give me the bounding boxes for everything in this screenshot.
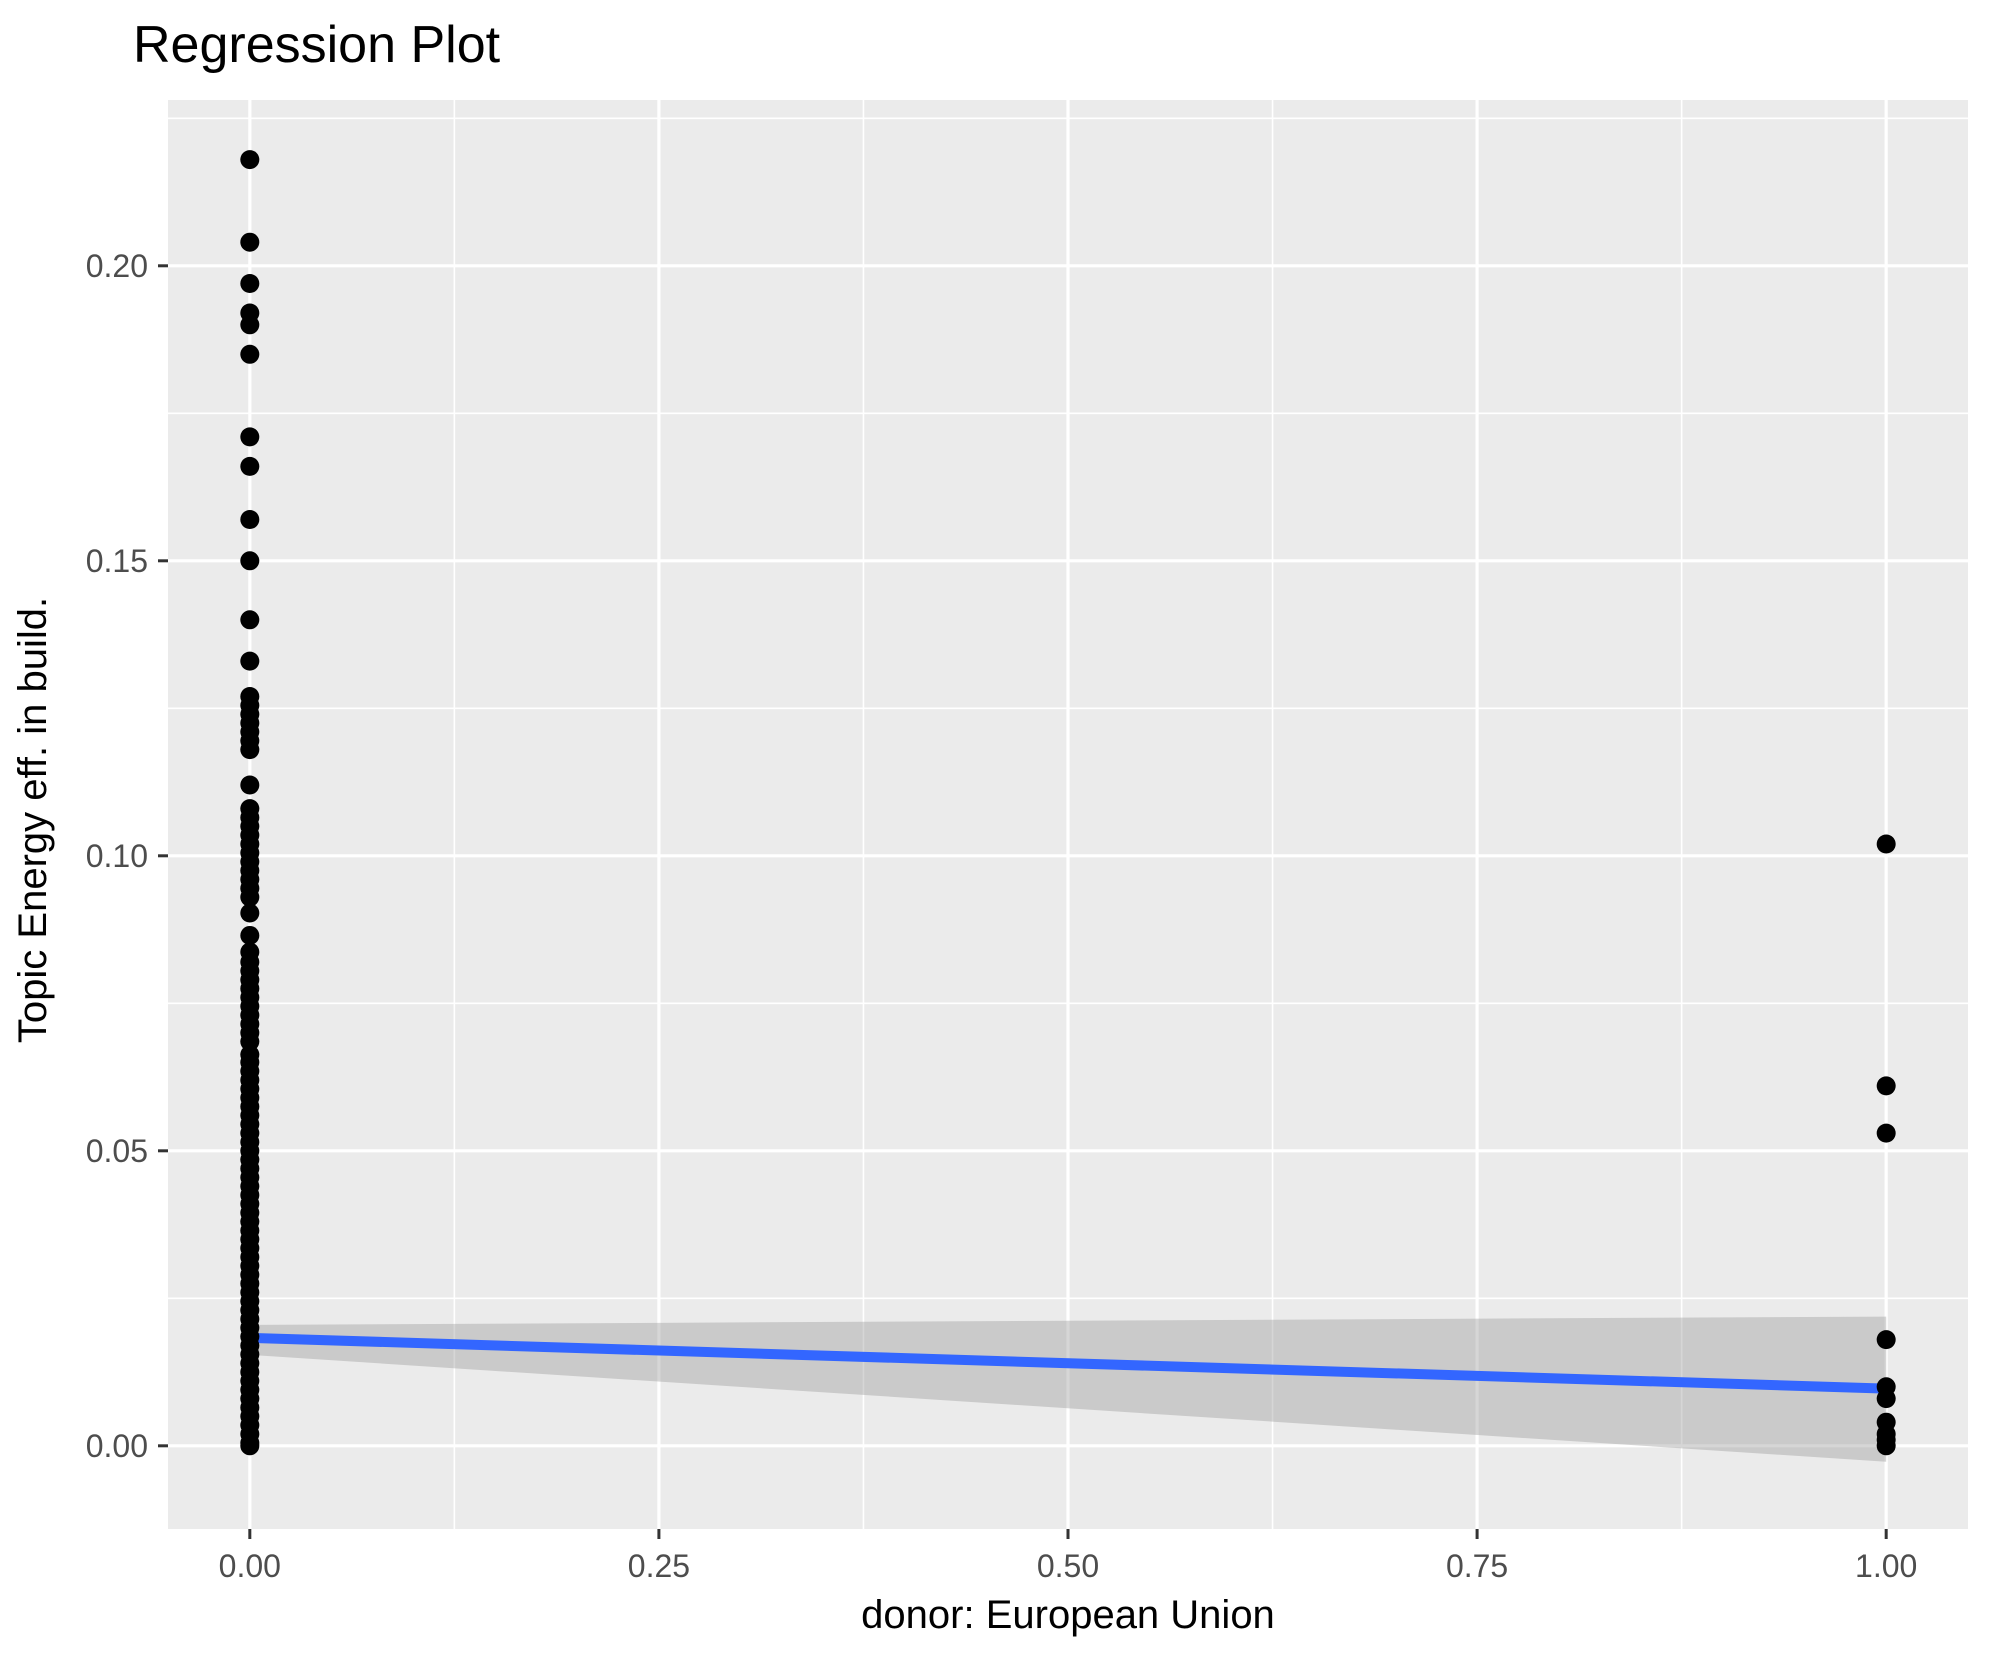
data-point [240, 509, 260, 529]
chart-title: Regression Plot [133, 16, 501, 74]
regression-line [249, 1332, 1887, 1394]
regression-line-layer [249, 1332, 1887, 1394]
x-tick-label: 0.00 [219, 1548, 281, 1584]
data-point [1876, 1123, 1896, 1143]
data-point [240, 610, 260, 630]
data-point [240, 273, 260, 293]
data-point [1876, 834, 1896, 854]
y-tick-label: 0.10 [86, 838, 148, 874]
x-tick-label: 0.75 [1446, 1548, 1508, 1584]
x-axis-tick-labels: 0.00 0.25 0.50 0.75 1.00 [219, 1548, 1918, 1584]
data-point [1876, 1330, 1896, 1350]
data-point [240, 150, 260, 170]
data-point [240, 1032, 260, 1052]
y-axis-title: Topic Energy eff. in build. [11, 597, 55, 1043]
data-point [1876, 1076, 1896, 1096]
data-point [240, 775, 260, 795]
data-point [240, 427, 260, 447]
y-tick-label: 0.15 [86, 543, 148, 579]
scatter-points-layer [240, 150, 1896, 1456]
y-axis-tick-labels: 0.00 0.05 0.10 0.15 0.20 [86, 248, 148, 1464]
y-tick-label: 0.05 [86, 1133, 148, 1169]
axis-tick-marks [158, 264, 1888, 1539]
y-tick-label: 0.20 [86, 248, 148, 284]
data-point [240, 232, 260, 252]
data-point [240, 903, 260, 923]
data-point [240, 456, 260, 476]
x-tick-label: 0.25 [628, 1548, 690, 1584]
data-point [240, 551, 260, 571]
y-tick-label: 0.00 [86, 1428, 148, 1464]
data-point [240, 315, 260, 335]
x-axis-title: donor: European Union [861, 1593, 1275, 1637]
data-point [240, 925, 260, 945]
data-point [1876, 1389, 1896, 1409]
data-point [240, 740, 260, 760]
x-tick-label: 0.50 [1037, 1548, 1099, 1584]
data-point [1876, 1436, 1896, 1456]
data-point [240, 1436, 260, 1456]
x-tick-label: 1.00 [1855, 1548, 1917, 1584]
data-point [240, 887, 260, 907]
data-point [240, 651, 260, 671]
data-point [240, 344, 260, 364]
